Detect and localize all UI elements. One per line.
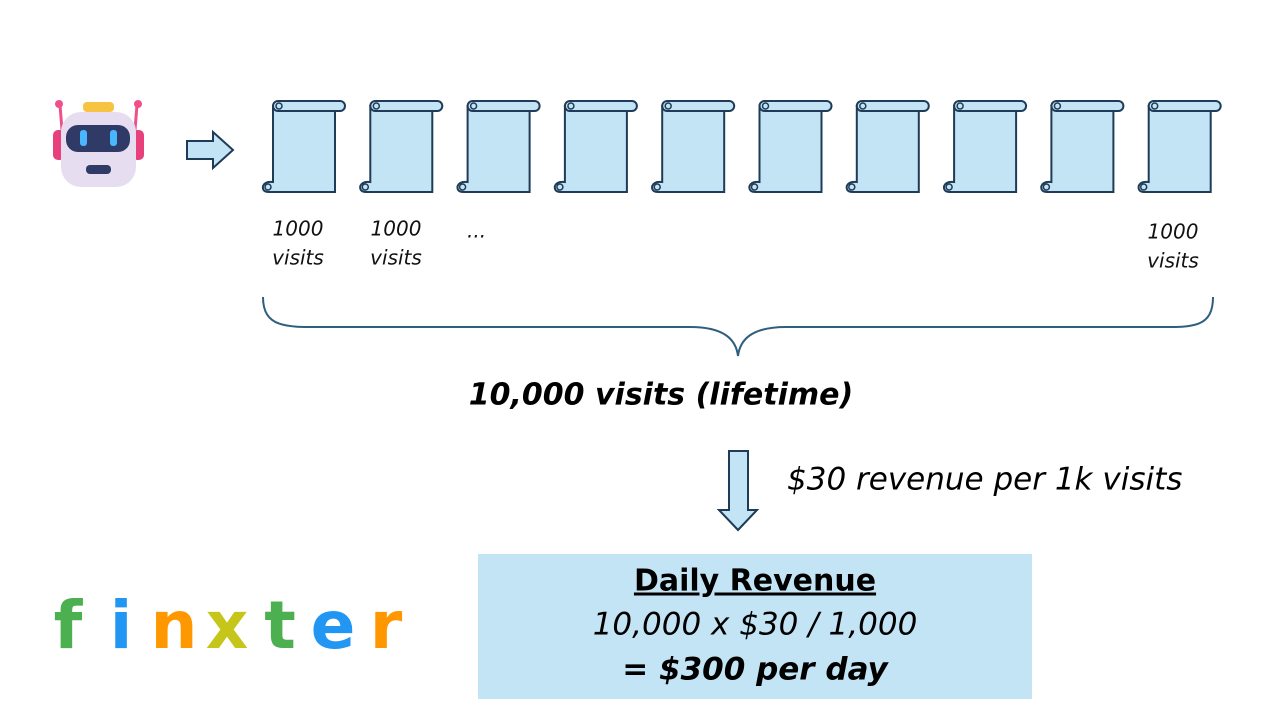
scroll-body bbox=[651, 105, 726, 193]
scroll bbox=[1137, 100, 1222, 193]
scroll-label: 1000 bbox=[1148, 220, 1199, 244]
logo-letter: n bbox=[151, 587, 198, 664]
logo-letter: e bbox=[311, 587, 356, 664]
result-box bbox=[478, 554, 1032, 699]
scroll-curl bbox=[458, 183, 467, 191]
scroll bbox=[748, 100, 833, 193]
scroll-body bbox=[553, 105, 628, 193]
scroll bbox=[553, 100, 638, 193]
scroll-curl bbox=[664, 102, 672, 110]
scroll-curl bbox=[750, 183, 759, 191]
scroll-labels: 1000 visits 1000 visits... 1000 visits bbox=[272, 217, 1199, 273]
scroll-curl bbox=[956, 102, 964, 110]
scroll-roll bbox=[563, 100, 638, 112]
scroll-roll bbox=[953, 100, 1028, 112]
scroll-roll bbox=[466, 100, 541, 112]
logo-letter: r bbox=[370, 587, 403, 664]
down-arrow bbox=[716, 450, 760, 532]
scroll bbox=[261, 100, 346, 193]
scroll bbox=[1040, 100, 1125, 193]
scroll-curl bbox=[1139, 183, 1148, 191]
scroll-roll bbox=[855, 100, 930, 112]
result-title: Daily Revenue bbox=[634, 564, 876, 599]
scrolls bbox=[261, 100, 1222, 193]
scroll-label: visits bbox=[1147, 249, 1199, 273]
logo-letter: x bbox=[206, 587, 249, 664]
scroll-curl bbox=[469, 102, 478, 110]
scroll-curl bbox=[653, 183, 661, 191]
total-visits: 10,000 visits (lifetime) bbox=[469, 378, 853, 413]
scroll bbox=[942, 100, 1028, 193]
scroll bbox=[845, 100, 930, 193]
scroll-curl bbox=[1053, 102, 1062, 110]
scroll-label: visits bbox=[272, 246, 324, 270]
result-answer: = $300 per day bbox=[622, 652, 889, 688]
scroll bbox=[456, 100, 541, 193]
scroll-curl bbox=[372, 102, 381, 110]
scroll-body bbox=[1137, 105, 1212, 193]
scroll bbox=[651, 100, 736, 193]
scroll-body bbox=[942, 105, 1018, 193]
scroll-body bbox=[261, 105, 336, 193]
scroll-roll bbox=[758, 100, 833, 112]
scroll-curl bbox=[567, 102, 575, 110]
scroll-label: visits bbox=[370, 246, 422, 270]
scroll-curl bbox=[1150, 102, 1159, 110]
scroll-label: 1000 bbox=[273, 217, 324, 241]
scroll-roll bbox=[1050, 100, 1125, 112]
right-arrow bbox=[186, 129, 235, 171]
scroll-curl bbox=[556, 183, 564, 191]
scroll-label: 1000 bbox=[371, 217, 422, 241]
scroll-body bbox=[456, 105, 531, 193]
logo-letter: f bbox=[54, 587, 84, 664]
scroll-body bbox=[748, 105, 823, 193]
scroll-roll bbox=[272, 100, 346, 112]
scroll-curl bbox=[859, 102, 867, 110]
scroll-body bbox=[1040, 105, 1115, 193]
scroll-label: ... bbox=[467, 219, 486, 243]
scroll-curl bbox=[275, 102, 283, 110]
robot-icon bbox=[53, 100, 144, 187]
scroll-curl bbox=[1042, 183, 1051, 191]
scroll-body bbox=[359, 105, 434, 193]
scroll-curl bbox=[761, 102, 770, 110]
scroll bbox=[359, 100, 444, 193]
scroll-body bbox=[845, 105, 920, 193]
scroll-roll bbox=[369, 100, 444, 112]
brace bbox=[262, 296, 1214, 357]
scroll-curl bbox=[945, 183, 953, 191]
scroll-curl bbox=[848, 183, 856, 191]
result-formula: 10,000 x $30 / 1,000 bbox=[593, 607, 918, 643]
scroll-roll bbox=[661, 100, 736, 112]
scroll-roll bbox=[1147, 100, 1222, 112]
logo-letter: i bbox=[110, 587, 133, 664]
logo-letter: t bbox=[264, 587, 296, 664]
scroll-curl bbox=[361, 183, 370, 191]
rate-label: $30 revenue per 1k visits bbox=[787, 462, 1182, 498]
scroll-curl bbox=[264, 183, 272, 191]
